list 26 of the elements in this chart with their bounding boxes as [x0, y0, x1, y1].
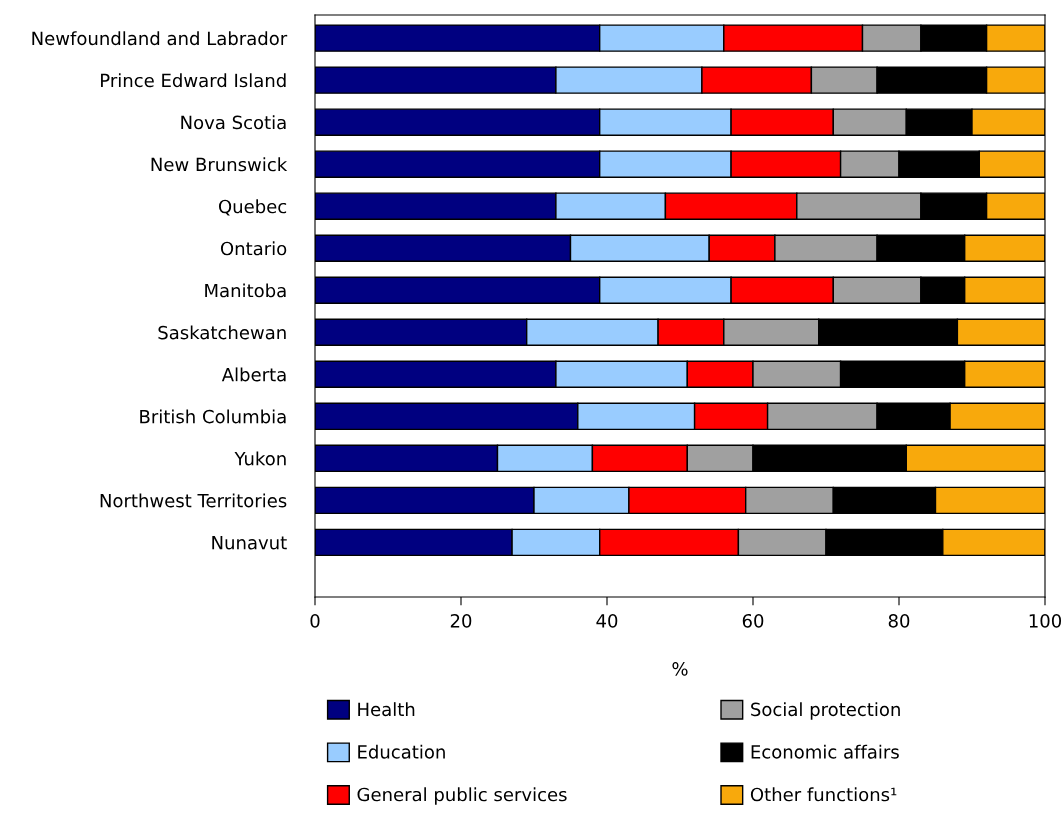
x-tick-label: 0 — [310, 613, 320, 628]
y-tick-label: British Columbia — [140, 409, 286, 424]
y-tick-label: Yukon — [234, 451, 286, 466]
legend-label: Social protection — [751, 702, 900, 720]
y-tick-label: New Brunswick — [151, 157, 288, 172]
x-tick-label: 40 — [596, 613, 618, 628]
y-tick-label: Prince Edward Island — [101, 73, 286, 88]
legend-label: Other functions¹ — [750, 787, 897, 802]
y-tick-label: Ontario — [220, 241, 287, 256]
legend-label: Education — [358, 744, 445, 759]
y-tick-label: Newfoundland and Labrador — [32, 31, 288, 46]
y-tick-label: Nova Scotia — [181, 115, 286, 130]
x-tick-label: 20 — [450, 613, 472, 628]
x-tick-label: 100 — [1029, 613, 1062, 628]
y-tick-label: Nunavut — [212, 536, 287, 550]
x-axis-title: % — [672, 662, 688, 676]
legend-label: Health — [358, 702, 415, 717]
legend-label: General public services — [357, 787, 567, 805]
legend-label: Economic affairs — [751, 744, 899, 759]
y-tick-label: Quebec — [218, 199, 287, 216]
y-tick-label: Alberta — [221, 367, 286, 382]
y-tick-label: Manitoba — [205, 283, 286, 298]
y-tick-label: Northwest Territories — [100, 493, 287, 508]
y-tick-label: Saskatchewan — [158, 325, 286, 340]
x-tick-label: 60 — [742, 613, 764, 628]
x-tick-label: 80 — [888, 613, 910, 628]
